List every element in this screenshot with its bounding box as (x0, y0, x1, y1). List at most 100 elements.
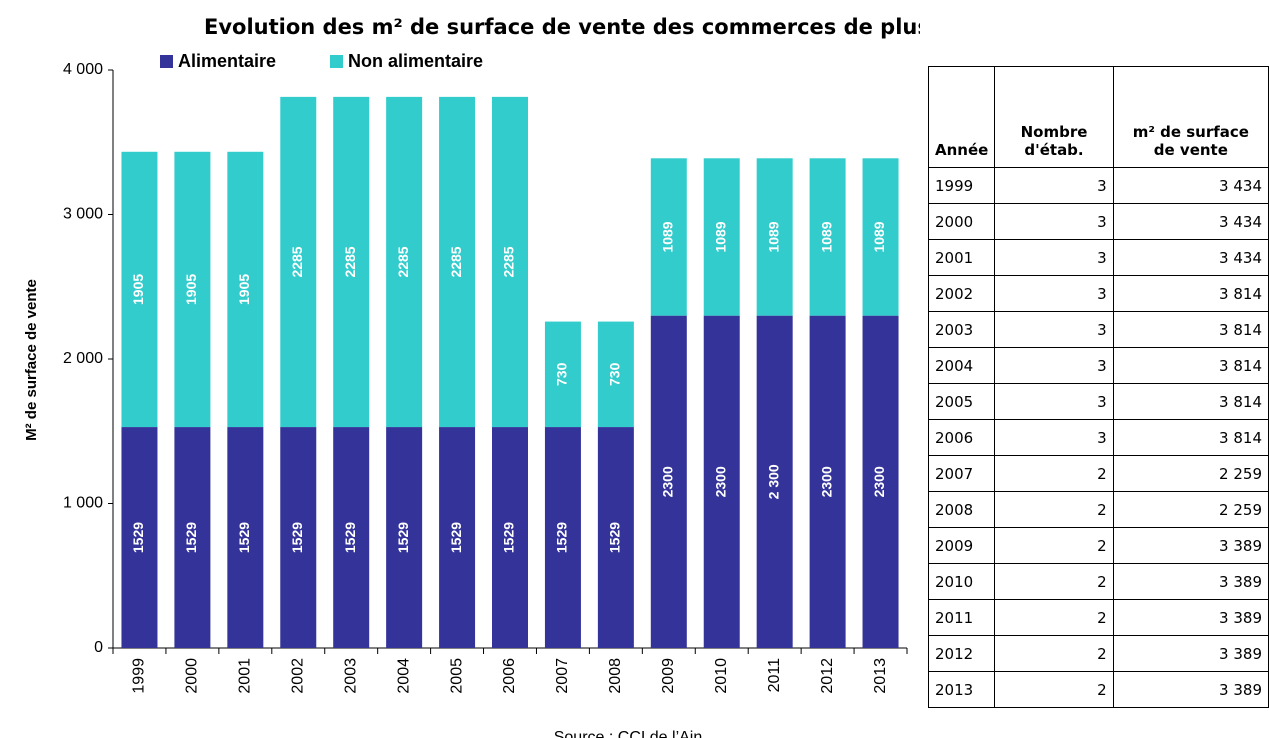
bar-segment (333, 96, 370, 428)
x-tick-label: 2010 (713, 658, 730, 694)
legend-label: Alimentaire (178, 51, 276, 71)
cell: 3 (994, 311, 1114, 348)
cell: 3 814 (1112, 275, 1269, 312)
cell: 3 814 (1112, 311, 1269, 348)
value-label: 2300 (660, 466, 676, 497)
x-tick-label: 2005 (448, 658, 465, 694)
cell: 3 389 (1112, 527, 1269, 564)
row: 2012 2 3 389 (927, 635, 1269, 672)
bar-segment (756, 315, 793, 648)
cell: 3 389 (1112, 671, 1269, 708)
bar-segment (809, 315, 846, 648)
header-cell: m² de surface de vente (1112, 66, 1269, 168)
cell: 3 389 (1112, 599, 1269, 636)
chart: Evolution des m² de surface de vente des… (23, 15, 920, 738)
cell: 2010 (927, 563, 996, 600)
x-tick-label: 2011 (766, 658, 783, 693)
value-label: 1905 (236, 274, 252, 305)
y-tick-label: 2 000 (63, 350, 103, 367)
row: 2009 2 3 389 (927, 527, 1269, 564)
source: Source : CCI de l’Ain (554, 729, 703, 738)
bar-segment (174, 427, 211, 648)
header-cell: Nombre d'étab. (994, 66, 1114, 168)
bar-segment (386, 427, 423, 648)
row: 2006 3 3 814 (927, 419, 1269, 456)
cell: 3 389 (1112, 563, 1269, 600)
cell: 3 389 (1112, 635, 1269, 672)
row: 2005 3 3 814 (927, 383, 1269, 420)
row: 2007 2 2 259 (927, 455, 1269, 492)
value-label: 1529 (607, 522, 623, 553)
bar-segment (280, 96, 317, 428)
cell: 2007 (927, 455, 996, 492)
bar-segment (650, 315, 687, 648)
cell: 3 (994, 203, 1114, 240)
x-tick-label: 2000 (184, 658, 201, 694)
row: 2004 3 3 814 (927, 347, 1269, 384)
cell: 3 814 (1112, 383, 1269, 420)
value-label: 2285 (501, 246, 517, 277)
cell: 2 (994, 527, 1114, 564)
y-tick-label: 0 (94, 639, 103, 656)
x-tick-label: 2012 (819, 658, 836, 694)
legend-label: Non alimentaire (348, 51, 483, 71)
legend-swatch (160, 55, 173, 68)
bar-segment (597, 321, 634, 428)
value-label: 1089 (712, 221, 728, 252)
value-label: 1529 (501, 522, 517, 553)
value-label: 1905 (130, 274, 146, 305)
bar-segment (333, 427, 370, 648)
cell: 3 434 (1112, 239, 1269, 276)
value-label: 2285 (289, 246, 305, 277)
x-tick-label: 2003 (342, 658, 359, 694)
value-label: 2 300 (765, 464, 781, 499)
value-label: 1529 (342, 522, 358, 553)
x-tick-label: 2008 (607, 658, 624, 694)
cell: 3 (994, 419, 1114, 456)
value-label: 1529 (448, 522, 464, 553)
row: 2002 3 3 814 (927, 275, 1269, 312)
x-tick-label: 2013 (872, 658, 889, 694)
row: 2013 2 3 389 (927, 671, 1269, 708)
bar-segment (809, 158, 846, 316)
value-label: 1529 (554, 522, 570, 553)
y-axis-label: M² de surface de vente (23, 279, 40, 441)
cell: 2 (994, 671, 1114, 708)
bar-segment (862, 158, 899, 316)
cell: 3 (994, 167, 1114, 204)
cell: 2006 (927, 419, 996, 456)
bar-segment (227, 427, 264, 648)
x-tick-label: 1999 (131, 658, 148, 694)
row: 2011 2 3 389 (927, 599, 1269, 636)
bar-segment (597, 427, 634, 648)
bar-segment (121, 427, 158, 648)
cell: 3 434 (1112, 167, 1269, 204)
bar-segment (227, 151, 264, 428)
y-tick-label: 1 000 (63, 495, 103, 512)
cell: 3 (994, 275, 1114, 312)
cell: 2008 (927, 491, 996, 528)
x-tick-label: 2006 (501, 658, 518, 694)
bar-segment (544, 321, 581, 428)
bar-segment (121, 151, 158, 428)
cell: 2012 (927, 635, 996, 672)
value-label: 2300 (712, 466, 728, 497)
row: 2000 3 3 434 (927, 203, 1269, 240)
row: 2003 3 3 814 (927, 311, 1269, 348)
cell: 2001 (927, 239, 996, 276)
value-label: 2285 (342, 246, 358, 277)
bar-segment (174, 151, 211, 428)
value-label: 730 (554, 362, 570, 386)
bar-segment (439, 427, 476, 648)
cell: 2 (994, 455, 1114, 492)
row: 2008 2 2 259 (927, 491, 1269, 528)
bar-segment (439, 96, 476, 428)
cell: 3 814 (1112, 347, 1269, 384)
value-label: 1089 (818, 221, 834, 252)
value-label: 2300 (871, 466, 887, 497)
row: 1999 3 3 434 (927, 167, 1269, 204)
cell: 3 (994, 239, 1114, 276)
cell: 3 (994, 383, 1114, 420)
chart-title: Evolution des m² de surface de vente des… (204, 15, 920, 39)
cell: 2003 (927, 311, 996, 348)
